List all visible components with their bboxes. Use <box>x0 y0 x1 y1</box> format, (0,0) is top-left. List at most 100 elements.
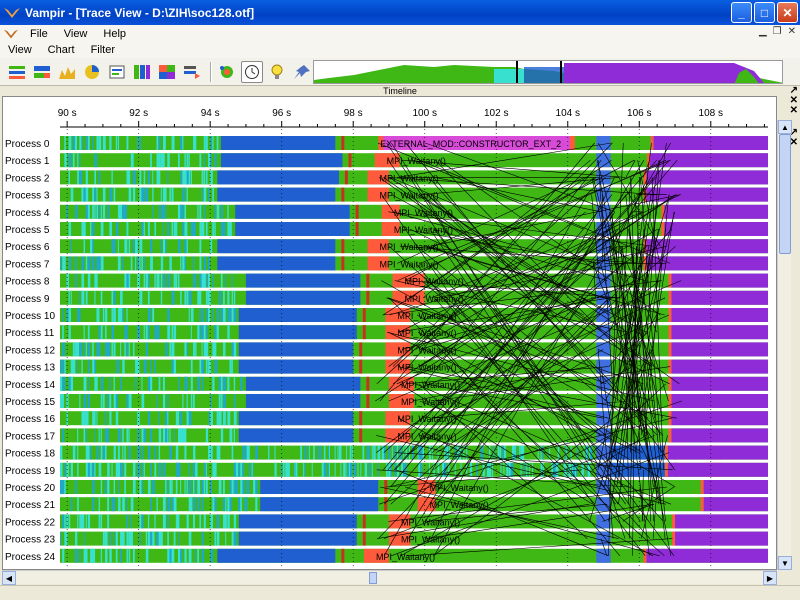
cyan-marker <box>94 187 97 202</box>
cyan-marker <box>92 256 95 271</box>
mdi-close-icon[interactable]: ✕ <box>787 26 796 37</box>
cyan-marker <box>143 462 145 477</box>
cyan-marker <box>186 290 189 305</box>
menu-help[interactable]: Help <box>103 28 127 40</box>
message-line <box>430 177 615 539</box>
cyan-marker <box>229 428 233 443</box>
cyan-marker <box>85 136 88 150</box>
cyan-marker <box>188 411 192 426</box>
undock-icon[interactable]: ↗ <box>789 85 798 96</box>
cyan-marker <box>98 497 100 512</box>
cyan-marker <box>208 359 211 374</box>
cyan-marker <box>193 480 195 494</box>
cyan-marker <box>94 273 97 288</box>
panel-close-icon[interactable]: ✕ <box>789 95 798 106</box>
message-line <box>589 418 621 522</box>
cyan-marker <box>75 480 77 494</box>
cyan-marker <box>323 462 327 477</box>
close-button[interactable]: ✕ <box>777 2 798 23</box>
scroll-left-icon[interactable]: ◀ <box>2 571 16 585</box>
cyan-marker <box>124 480 126 494</box>
cyan-marker <box>162 153 165 168</box>
call-tree-button[interactable] <box>216 61 238 83</box>
mpi-marker <box>668 342 672 357</box>
cyan-marker <box>87 394 91 408</box>
scroll-up-icon[interactable]: ▲ <box>778 120 792 134</box>
panel-close-icon-2[interactable]: ✕ <box>789 105 798 116</box>
timeline-overview[interactable] <box>313 60 783 84</box>
cyan-marker <box>83 342 86 357</box>
maximize-button[interactable]: □ <box>754 2 775 23</box>
message-line <box>433 228 608 281</box>
cyan-marker <box>193 497 196 512</box>
cyan-marker <box>126 497 128 512</box>
overview-zoom-selection[interactable] <box>516 61 562 83</box>
cyan-marker <box>227 514 230 529</box>
chart-close-icon[interactable]: ✕ <box>789 137 798 148</box>
process-timeline-button[interactable] <box>31 61 53 83</box>
cyan-marker <box>85 204 89 219</box>
clock-button[interactable] <box>241 60 263 83</box>
horizontal-scroll-thumb[interactable] <box>369 572 377 584</box>
cyan-marker <box>388 462 391 477</box>
mdi-minimize-icon[interactable]: ▁ <box>758 26 767 37</box>
menu-chart[interactable]: Chart <box>47 43 75 56</box>
cyan-marker <box>208 273 211 288</box>
compute-segment <box>238 411 354 426</box>
master-timeline-button[interactable] <box>6 61 28 83</box>
cyan-marker <box>216 325 219 340</box>
vertical-scroll-thumb[interactable] <box>779 134 791 254</box>
mpi-marker <box>341 239 345 254</box>
message-line <box>386 142 641 522</box>
cyan-marker <box>225 273 227 288</box>
cyan-marker <box>328 462 330 477</box>
menu-filter[interactable]: Filter <box>90 43 116 56</box>
chart-undock-icon[interactable]: ↗ <box>789 127 798 138</box>
master-timeline-chart[interactable]: 90 s 92 s 94 s 96 s 98 s 100 s 102 s 104 s 106 s… <box>2 96 777 570</box>
function-summary-button[interactable] <box>81 61 103 83</box>
process-label: Process 16 <box>5 414 55 425</box>
cyan-marker <box>113 497 116 512</box>
menu-chart-view[interactable]: View <box>8 43 32 56</box>
cyan-marker <box>512 445 516 460</box>
cyan-marker <box>158 136 161 150</box>
vertical-scrollbar[interactable]: ▲ ▼ <box>777 120 792 570</box>
cyan-marker <box>156 153 159 168</box>
cyan-marker <box>214 325 217 340</box>
cyan-marker <box>504 445 506 460</box>
menu-view[interactable]: View <box>63 28 88 40</box>
cyan-marker <box>334 462 336 477</box>
cyan-marker <box>77 153 79 168</box>
minimize-button[interactable]: _ <box>731 2 752 23</box>
process-timeline-icon <box>34 65 50 78</box>
message-summary-button[interactable] <box>106 61 128 83</box>
cyan-marker <box>102 187 106 202</box>
horizontal-scrollbar[interactable]: ◀ ▶ <box>2 570 777 585</box>
cyan-marker <box>364 462 368 477</box>
comm-segment <box>596 497 611 512</box>
cyan-marker <box>62 376 65 391</box>
cyan-marker <box>117 239 119 254</box>
cyan-marker <box>141 480 143 494</box>
cyan-marker <box>100 204 102 219</box>
message-line <box>383 177 680 385</box>
scroll-down-icon[interactable]: ▼ <box>778 556 792 570</box>
timeline-svg[interactable]: 90 s 92 s 94 s 96 s 98 s 100 s 102 s 104 s 106 s… <box>3 97 777 570</box>
cyan-marker <box>169 445 173 460</box>
cyan-marker <box>105 325 107 340</box>
cyan-marker <box>98 325 101 340</box>
counter-timeline-button[interactable] <box>56 61 78 83</box>
pin-button[interactable] <box>291 61 313 83</box>
cyan-marker <box>154 359 156 374</box>
lightbulb-button[interactable] <box>266 61 288 83</box>
cyan-marker <box>165 204 167 219</box>
process-summary-button[interactable] <box>131 61 153 83</box>
message-line <box>399 383 593 505</box>
menu-file[interactable]: File <box>30 28 48 40</box>
scroll-right-icon[interactable]: ▶ <box>763 571 777 585</box>
mdi-restore-icon[interactable]: ❐ <box>772 26 782 37</box>
cyan-marker <box>190 376 193 391</box>
communication-matrix-button[interactable] <box>156 61 178 83</box>
io-events-button[interactable] <box>181 61 203 83</box>
mpi-marker <box>668 394 672 408</box>
